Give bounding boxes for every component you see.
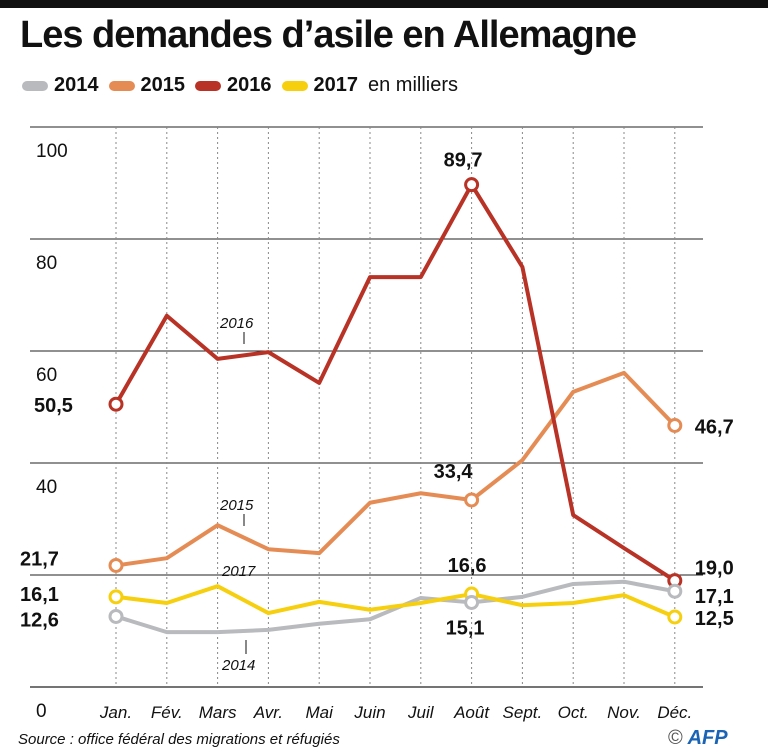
data-point-marker bbox=[667, 417, 683, 433]
data-label: 16,6 bbox=[448, 555, 487, 577]
data-point-marker bbox=[464, 492, 480, 508]
x-tick-label: Oct. bbox=[558, 703, 589, 722]
y-tick-label: 40 bbox=[36, 477, 57, 498]
data-point-marker bbox=[108, 557, 124, 573]
legend-swatch bbox=[22, 80, 48, 91]
x-tick-label: Août bbox=[453, 703, 490, 722]
legend-item-2014: 2014 bbox=[22, 74, 99, 97]
x-tick-label: Juil bbox=[407, 703, 435, 722]
data-label: 89,7 bbox=[444, 150, 483, 172]
y-tick-label: 100 bbox=[36, 141, 68, 162]
series-line-2014 bbox=[115, 579, 676, 635]
legend-item-2015: 2015 bbox=[108, 74, 185, 97]
x-tick-label: Mars bbox=[199, 703, 237, 722]
x-tick-label: Nov. bbox=[607, 703, 641, 722]
data-label: 16,1 bbox=[20, 584, 59, 606]
data-point-marker bbox=[108, 608, 124, 624]
legend-swatch bbox=[195, 80, 221, 91]
top-bar bbox=[0, 0, 768, 8]
data-label: 12,6 bbox=[20, 609, 59, 631]
data-point-marker bbox=[667, 609, 683, 625]
y-tick-label: 80 bbox=[36, 253, 57, 274]
series-line-2017 bbox=[115, 584, 676, 619]
x-tick-label: Jan. bbox=[99, 703, 132, 722]
legend-item-2016: 2016 bbox=[195, 74, 272, 97]
series-annotation: 2015 bbox=[219, 497, 254, 514]
x-tick-label: Fév. bbox=[151, 703, 183, 722]
series-annotation: 2017 bbox=[221, 563, 256, 580]
series-annotation: 2014 bbox=[221, 657, 255, 674]
data-point-marker bbox=[108, 396, 124, 412]
afp-logo: © AFP bbox=[668, 727, 728, 749]
series-line-2015 bbox=[115, 370, 677, 568]
data-point-marker bbox=[667, 583, 683, 599]
data-label: 19,0 bbox=[695, 558, 734, 580]
source-note: Source : office fédéral des migrations e… bbox=[18, 731, 340, 748]
x-tick-label: Déc. bbox=[657, 703, 692, 722]
legend-swatch bbox=[108, 80, 135, 91]
legend: 2014 2015 2016 2017 en milliers bbox=[22, 74, 458, 97]
legend-item-2017: 2017 bbox=[281, 74, 358, 97]
data-label: 12,5 bbox=[695, 608, 734, 630]
series-annotation: 2016 bbox=[219, 315, 254, 332]
data-label: 46,7 bbox=[695, 416, 734, 438]
data-label: 33,4 bbox=[434, 461, 474, 483]
data-label: 17,1 bbox=[695, 586, 734, 608]
legend-swatch bbox=[281, 80, 308, 91]
y-tick-label: 60 bbox=[36, 365, 57, 386]
x-tick-label: Avr. bbox=[253, 703, 283, 722]
data-label: 50,5 bbox=[34, 395, 73, 417]
data-point-marker bbox=[108, 589, 124, 605]
series-line-2016 bbox=[114, 182, 676, 583]
x-tick-label: Juin bbox=[353, 703, 385, 722]
data-point-marker bbox=[464, 594, 480, 610]
y-tick-label: 0 bbox=[36, 701, 47, 722]
x-tick-label: Mai bbox=[305, 703, 334, 722]
chart-title: Les demandes d’asile en Allemagne bbox=[20, 14, 637, 56]
data-point-marker bbox=[464, 177, 480, 193]
data-label: 21,7 bbox=[20, 548, 59, 570]
data-label: 15,1 bbox=[446, 617, 485, 639]
x-tick-label: Sept. bbox=[503, 703, 543, 722]
legend-unit: en milliers bbox=[368, 74, 459, 96]
